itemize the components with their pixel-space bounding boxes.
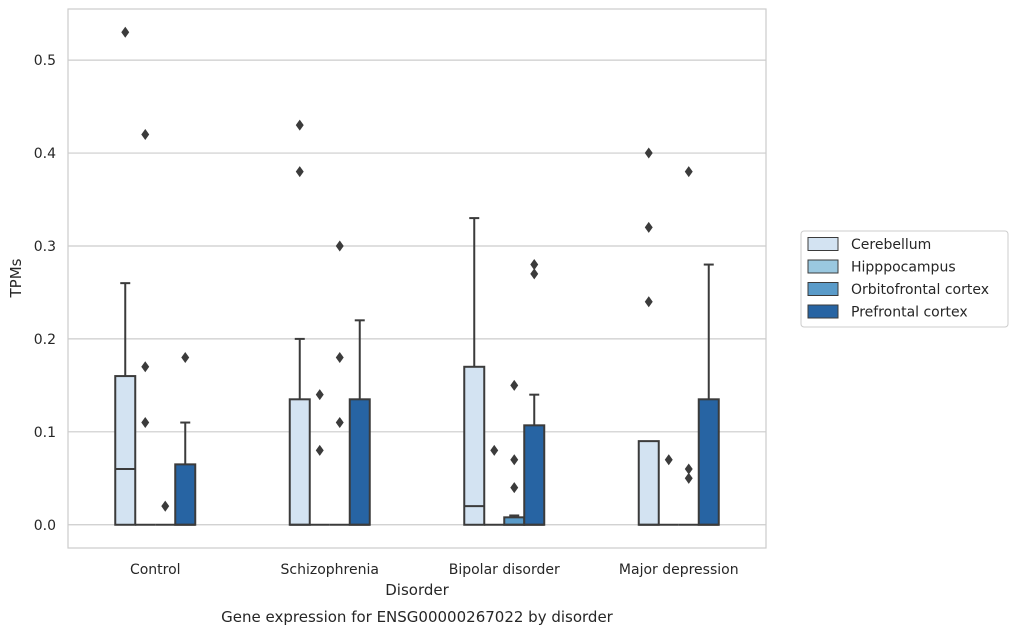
outlier-point bbox=[141, 417, 150, 429]
y-tick-label: 0.2 bbox=[34, 332, 56, 348]
legend-label: Hipppocampus bbox=[851, 260, 956, 276]
x-tick-label: Major depression bbox=[619, 562, 739, 578]
box-group bbox=[135, 128, 156, 526]
y-tick-label: 0.3 bbox=[34, 239, 56, 255]
outlier-point bbox=[684, 472, 693, 484]
box-group bbox=[523, 259, 546, 526]
outlier-point bbox=[510, 454, 519, 466]
x-tick-labels: Control Schizophrenia Bipolar disorder Majo… bbox=[130, 562, 739, 578]
y-tick-label: 0.0 bbox=[34, 518, 56, 534]
outlier-point bbox=[141, 361, 150, 373]
box-group bbox=[288, 119, 311, 526]
outlier-point bbox=[335, 351, 344, 364]
box bbox=[697, 398, 720, 526]
y-tick-label: 0.5 bbox=[34, 53, 56, 69]
outlier-point bbox=[684, 166, 693, 178]
x-tick-label: Control bbox=[130, 562, 181, 578]
legend-swatch bbox=[807, 237, 839, 251]
legend-label: Prefrontal cortex bbox=[851, 305, 968, 321]
box-group bbox=[348, 319, 371, 526]
outlier-point bbox=[295, 119, 304, 131]
box bbox=[348, 398, 371, 526]
box-group bbox=[329, 240, 350, 526]
outlier-point bbox=[335, 417, 344, 429]
boxes bbox=[114, 26, 720, 526]
outlier-point bbox=[315, 444, 324, 456]
outlier-point bbox=[141, 128, 150, 140]
plot-frame bbox=[67, 8, 767, 549]
box-group bbox=[174, 351, 197, 526]
legend-label: Orbitofrontal cortex bbox=[851, 282, 989, 298]
outlier-point bbox=[121, 26, 130, 38]
y-axis-label: TPMs bbox=[7, 258, 25, 298]
y-tick-labels: 0.0 0.1 0.2 0.3 0.4 0.5 bbox=[34, 53, 56, 534]
box-group bbox=[155, 500, 176, 526]
box-group bbox=[658, 454, 679, 526]
x-tick-label: Bipolar disorder bbox=[449, 562, 560, 578]
box bbox=[463, 365, 486, 526]
legend-swatch bbox=[807, 259, 839, 274]
box-group bbox=[463, 217, 486, 526]
y-tick-label: 0.1 bbox=[34, 425, 56, 441]
legend-frame bbox=[800, 230, 1009, 328]
x-tick-label: Schizophrenia bbox=[281, 562, 379, 578]
outlier-point bbox=[490, 444, 499, 456]
outlier-point bbox=[530, 259, 539, 271]
box-group bbox=[309, 389, 330, 526]
legend-label: Cerebellum bbox=[851, 237, 931, 253]
legend-swatch bbox=[807, 282, 839, 296]
outlier-point bbox=[684, 463, 693, 475]
outlier-point bbox=[644, 296, 653, 308]
box bbox=[637, 440, 660, 526]
outlier-point bbox=[664, 454, 673, 466]
box-group bbox=[678, 166, 699, 526]
box bbox=[503, 516, 526, 526]
outlier-point bbox=[315, 389, 324, 401]
legend: Cerebellum Hipppocampus Orbitofrontal cort… bbox=[800, 230, 1009, 328]
figure-caption: Gene expression for ENSG00000267022 by d… bbox=[221, 608, 614, 626]
box-group bbox=[114, 26, 137, 526]
outlier-point bbox=[161, 500, 170, 512]
outlier-point bbox=[510, 379, 519, 391]
outlier-point bbox=[644, 221, 653, 233]
outlier-point bbox=[644, 147, 653, 159]
y-tick-label: 0.4 bbox=[34, 146, 56, 162]
box-group bbox=[637, 147, 660, 526]
outlier-point bbox=[335, 240, 344, 252]
box-group bbox=[503, 379, 526, 526]
outlier-point bbox=[295, 166, 304, 178]
x-axis-label: Disorder bbox=[385, 581, 449, 599]
outlier-point bbox=[530, 268, 539, 280]
legend-swatch bbox=[807, 304, 839, 319]
outlier-point bbox=[181, 351, 190, 364]
plot-area bbox=[68, 9, 766, 548]
box bbox=[523, 424, 546, 526]
box bbox=[174, 463, 197, 526]
outlier-point bbox=[510, 482, 519, 494]
box-group bbox=[697, 263, 720, 526]
box bbox=[288, 398, 311, 526]
box-group bbox=[484, 444, 505, 526]
box bbox=[114, 375, 137, 526]
